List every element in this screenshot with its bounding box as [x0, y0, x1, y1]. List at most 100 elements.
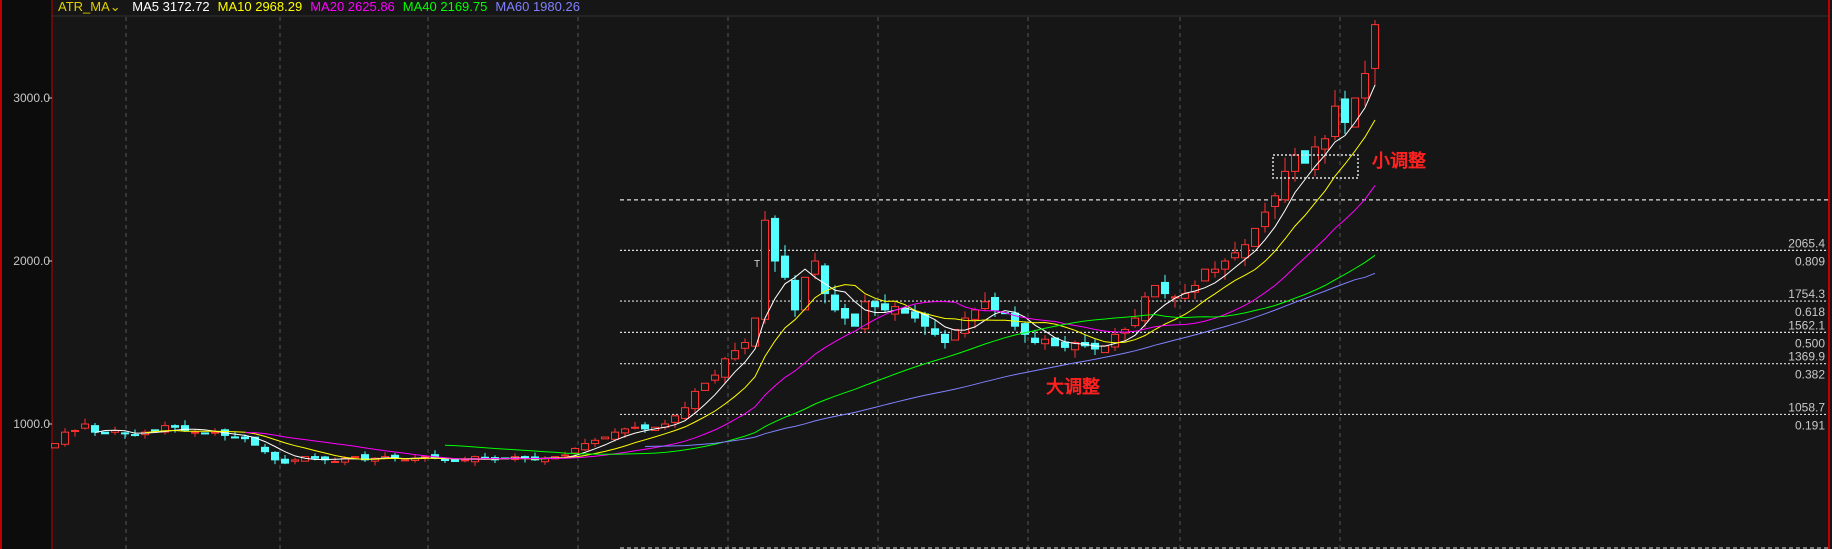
candle-down [841, 308, 849, 319]
candle-up [1231, 252, 1239, 259]
ma40-line [444, 254, 1376, 455]
candle-up [461, 459, 469, 462]
candle-down [911, 311, 919, 319]
annotation-large-adjustment: 大调整 [1046, 376, 1100, 397]
candle-up [331, 460, 339, 463]
chevron-down-icon: ⌄ [109, 0, 121, 14]
candle-down [101, 431, 109, 435]
candle-up [191, 431, 199, 434]
fib-price-label: 1754.3 [1788, 287, 1825, 301]
candle-up [621, 428, 629, 434]
ma5-line [94, 84, 1376, 460]
candle-down [241, 436, 249, 440]
candle-down [1301, 150, 1309, 164]
candle-up [1241, 244, 1249, 259]
candle-down [261, 446, 269, 453]
candle-down [231, 436, 239, 439]
candle-up [1221, 260, 1229, 270]
candle-down [1161, 281, 1169, 295]
candle-up [51, 443, 59, 449]
candle-up [731, 350, 739, 360]
fib-ratio-label: 0.191 [1795, 418, 1825, 432]
candle-up [1331, 105, 1339, 138]
candle-down [931, 328, 939, 335]
candle-down [941, 333, 949, 344]
fib-price-label: 1562.1 [1788, 318, 1825, 332]
candle-down [821, 265, 829, 295]
candle-up [401, 459, 409, 462]
candle-up [1361, 73, 1369, 99]
candle-up [591, 439, 599, 445]
candle-up [601, 436, 609, 440]
candle-down [171, 425, 179, 428]
ma60-line [644, 272, 1376, 447]
candle-up [971, 309, 979, 320]
candle-down [781, 255, 789, 278]
adjustment-box [1272, 154, 1359, 179]
candle-up [1111, 333, 1119, 348]
fib-price-label: 1369.9 [1788, 350, 1825, 364]
candle-down [1061, 341, 1069, 348]
candle-up [1281, 170, 1289, 201]
candle-up [1211, 268, 1219, 273]
candle-down [881, 303, 889, 311]
candle-up [721, 358, 729, 378]
candle-down [791, 279, 799, 311]
candle-up [211, 431, 219, 434]
candle-down [1031, 337, 1039, 343]
candle-down [1011, 312, 1019, 327]
candle-up [561, 454, 569, 457]
candle-up [161, 425, 169, 433]
candle-down [311, 456, 319, 459]
candle-down [91, 425, 99, 433]
candle-up [71, 430, 79, 433]
candle-up [951, 328, 959, 341]
candle-up [1151, 284, 1159, 298]
candle-up [611, 431, 619, 440]
candle-down [181, 425, 189, 432]
fib-ratio-label: 0.500 [1795, 336, 1825, 350]
ma20-line [245, 185, 1376, 460]
fib-price-label: 1058.7 [1788, 400, 1825, 414]
ma-legend-ma60: MA60 1980.26 [495, 0, 580, 14]
candle-up [1141, 296, 1149, 322]
y-tick-label: 1000.0 [13, 417, 50, 431]
candle-up [1101, 345, 1109, 354]
candle-down [771, 217, 779, 262]
candle-down [831, 294, 839, 311]
candle-up [751, 317, 759, 347]
ma-legend-ma20: MA20 2625.86 [310, 0, 395, 14]
candle-up [1271, 195, 1279, 207]
candle-down [1021, 323, 1029, 335]
candle-down [851, 313, 859, 327]
ma-legend: MA5 3172.72 MA10 2968.29 MA20 2625.86 MA40 … [132, 0, 588, 14]
fib-ratio-label: 0.382 [1795, 368, 1825, 382]
indicator-header: ATR_MA⌄ MA5 3172.72 MA10 2968.29 MA20 2625… [58, 0, 596, 14]
candle-up [351, 456, 359, 459]
candle-up [761, 219, 769, 320]
candle-up [571, 447, 579, 454]
candle-up [291, 459, 299, 462]
candle-down [641, 424, 649, 430]
candle-up [1351, 97, 1359, 128]
candle-up [861, 301, 869, 330]
candle-down [251, 436, 259, 446]
annotation-small-adjustment: 小调整 [1372, 150, 1426, 171]
candle-up [631, 426, 639, 429]
candle-up [1261, 211, 1269, 228]
candle-up [1041, 338, 1049, 345]
candle-up [801, 276, 809, 311]
candle-up [1071, 342, 1079, 351]
candle-down [151, 429, 159, 432]
ma-legend-ma10: MA10 2968.29 [217, 0, 303, 14]
indicator-selector[interactable]: ATR_MA⌄ [58, 0, 121, 14]
candle-down [281, 458, 289, 464]
candle-down [271, 451, 279, 461]
candle-up [1121, 328, 1129, 334]
candle-down [121, 432, 129, 435]
candle-up [1201, 268, 1209, 282]
candle-down [871, 301, 879, 308]
fib-ratio-label: 0.618 [1795, 305, 1825, 319]
